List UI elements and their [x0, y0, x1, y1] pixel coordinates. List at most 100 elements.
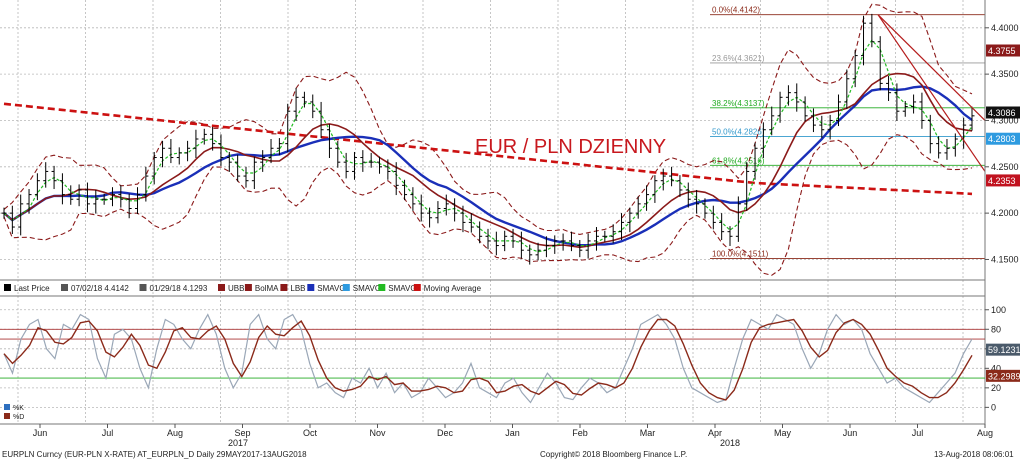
ohlc-bar	[210, 126, 216, 151]
fib-label-1: 23.6%(4.3621)	[712, 54, 765, 63]
ohlc-bar	[460, 205, 466, 233]
ohlc-bar	[552, 235, 558, 254]
ohlc-bar	[610, 224, 616, 244]
ohlc-bar	[293, 88, 299, 121]
moving-averages	[3, 39, 973, 253]
ohlc-bar	[118, 185, 124, 208]
ohlc-bar	[510, 228, 516, 248]
value-badge-1	[986, 106, 1020, 119]
ohlc-bar	[827, 114, 833, 140]
bollinger-ma-line	[3, 72, 973, 249]
ohlc-bar	[18, 194, 24, 236]
ohlc-bar	[810, 108, 816, 133]
ohlc-bar	[151, 151, 157, 185]
ohlc-bar	[101, 193, 107, 205]
ohlc-bar	[76, 184, 82, 207]
ohlc-bar	[268, 139, 274, 164]
trendlines	[877, 14, 986, 172]
stoch-legend-swatch-0	[4, 404, 10, 410]
ohlc-bar	[936, 136, 942, 159]
long-moving-average-line	[3, 102, 973, 196]
ohlc-bar	[760, 122, 766, 158]
fib-label-3: 50.0%(4.2826)	[712, 128, 765, 137]
ohlc-bar	[852, 50, 858, 88]
ohlc-bars	[1, 13, 975, 265]
legend-label-0: Last Price	[14, 284, 50, 293]
price-tick-label-2: 4.2500	[991, 162, 1019, 172]
time-tick-label-5: Nov	[369, 428, 386, 438]
ohlc-bar	[59, 173, 65, 205]
time-tick-label-13: Jul	[912, 428, 924, 438]
legend-swatch-2	[139, 284, 147, 291]
value-badge-0	[986, 44, 1020, 57]
ohlc-bar	[886, 75, 892, 102]
chart-title: EUR / PLN DZIENNY	[475, 136, 666, 158]
stoch-d-line	[3, 318, 973, 401]
time-tick-label-8: Feb	[572, 428, 588, 438]
ohlc-bar	[819, 115, 825, 139]
ohlc-bar	[418, 194, 424, 222]
value-badge-2	[986, 132, 1020, 145]
stoch-badge-label-0: 59.1231	[988, 345, 1021, 355]
time-tick-label-0: Jun	[33, 428, 48, 438]
ohlc-bar	[802, 96, 808, 122]
fib-label-2: 38.2%(4.3137)	[712, 99, 765, 108]
ohlc-bar	[51, 165, 57, 190]
footer-left: EURPLN Curncy (EUR-PLN X-RATE) AT_EURPLN…	[2, 450, 307, 459]
ohlc-bar	[427, 207, 433, 228]
time-tick-label-11: May	[774, 428, 792, 438]
fib-label-5: 100.0%(4.1511)	[712, 249, 769, 258]
time-tick-label-3: Sep	[234, 428, 250, 438]
legend-label-7: SMAVG	[353, 284, 381, 293]
ohlc-bar	[468, 213, 474, 233]
price-tick-label-3: 4.3000	[991, 115, 1019, 125]
ohlc-bar	[644, 185, 650, 211]
year-label-0: 2017	[228, 438, 248, 448]
ohlc-bar	[9, 205, 15, 234]
ohlc-bar	[535, 242, 541, 261]
stoch-legend-label-1: %D	[13, 414, 24, 421]
time-tick-label-9: Mar	[640, 428, 656, 438]
ohlc-bar	[251, 156, 257, 190]
legend-label-5: LBB	[290, 284, 305, 293]
ohlc-bar	[402, 179, 408, 201]
ohlc-bar	[794, 83, 800, 112]
ohlc-bar	[952, 133, 958, 157]
ohlc-bar	[160, 140, 166, 168]
time-axis: Jun Jul Aug Sep Oct Nov Dec Jan Feb Mar Apr May Jun J…	[33, 424, 993, 448]
ohlc-bar	[593, 227, 599, 251]
ohlc-bar	[193, 129, 199, 158]
ohlc-bar	[577, 240, 583, 258]
ohlc-bar	[443, 194, 449, 216]
fib-label-4: 61.8%(4.2516)	[712, 156, 765, 165]
time-tick-label-1: Jul	[102, 428, 114, 438]
legend-swatch-4	[244, 284, 252, 291]
ohlc-bar	[301, 91, 307, 108]
ohlc-bar	[360, 150, 366, 172]
ohlc-bar	[685, 182, 691, 208]
ohlc-bar	[477, 221, 483, 244]
legend-label-2: 01/29/18 4.1293	[150, 284, 208, 293]
time-tick-label-2: Aug	[167, 428, 183, 438]
stoch-tick-label-0: 0	[991, 402, 996, 412]
stoch-badge-label-1: 32.2989	[988, 371, 1021, 381]
ohlc-bar	[602, 230, 608, 242]
ohlc-bar	[218, 134, 224, 166]
stochastic-legend: %K %D	[4, 404, 24, 421]
ohlc-bar	[68, 185, 74, 205]
stoch-legend-label-0: %K	[13, 405, 24, 412]
ohlc-bar	[84, 182, 90, 213]
ohlc-bar	[585, 233, 591, 259]
legend-label-4: BolMA	[255, 284, 279, 293]
ohlc-bar	[635, 196, 641, 219]
ohlc-bar	[335, 140, 341, 168]
ohlc-bar	[485, 228, 491, 250]
price-tick-label-4: 4.3500	[991, 69, 1019, 79]
legend-swatch-6	[307, 284, 315, 291]
time-tick-label-7: Jan	[505, 428, 520, 438]
legend-swatch-8	[378, 284, 386, 291]
stoch-tick-label-5: 100	[991, 305, 1006, 315]
legend-swatch-3	[218, 284, 225, 291]
